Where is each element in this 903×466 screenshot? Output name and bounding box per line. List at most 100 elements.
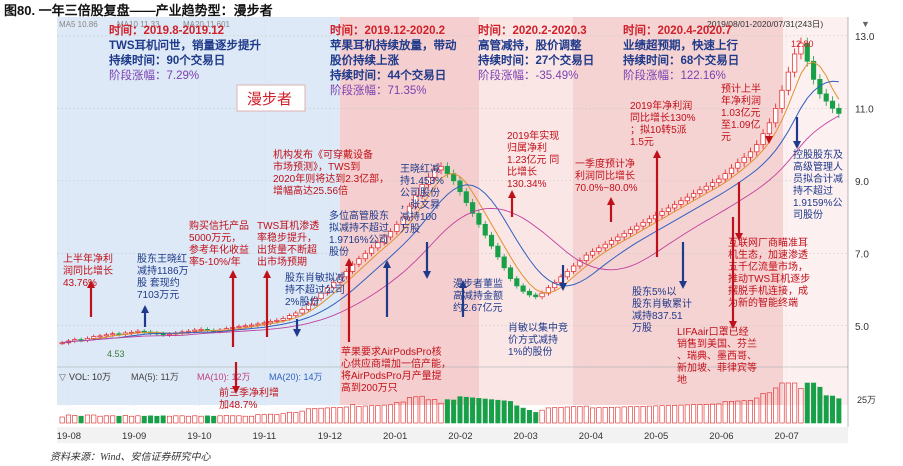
annotation-17-line-1: 股东5%以 — [632, 285, 676, 298]
x-tick-label-2: 19-10 — [187, 431, 211, 442]
annotation-18-line-3: 、瑞典、墨西哥、 — [677, 349, 757, 362]
candle-body-43 — [331, 281, 337, 289]
stage-band-1 — [57, 17, 340, 405]
volume-bar-60 — [438, 402, 444, 424]
candle-body-50 — [375, 242, 381, 249]
candle-body-47 — [356, 258, 362, 265]
volume-bar-62 — [451, 399, 457, 424]
candle-body-78 — [552, 281, 558, 289]
start-price-label: 4.53 — [107, 349, 125, 359]
arrow-head-9 — [459, 280, 467, 288]
volume-bar-112 — [766, 392, 772, 424]
candle-body-122 — [829, 100, 836, 109]
annotation-9-line-3: 公司股份 — [400, 187, 440, 199]
volume-bar-85 — [596, 407, 602, 424]
candle-body-117 — [798, 42, 804, 55]
candle-body-76 — [539, 292, 545, 298]
volume-bar-107 — [735, 400, 741, 424]
volume-bar-94 — [653, 405, 659, 424]
annotation-18-line-1: LIFAair口罩已经 — [677, 325, 749, 338]
candle-body-33 — [267, 321, 274, 324]
volume-bar-123 — [836, 398, 842, 424]
volume-bar-82 — [577, 406, 583, 424]
stage-4-gain: 阶段涨幅：122.16% — [623, 68, 726, 82]
range-dropdown-icon[interactable]: ▼ — [861, 19, 870, 29]
volume-bar-50 — [375, 405, 381, 424]
candle-body-48 — [362, 252, 368, 260]
volume-bar-80 — [564, 406, 570, 424]
volume-bar-84 — [590, 407, 596, 424]
volume-bar-47 — [356, 405, 362, 424]
arrow-head-14 — [679, 281, 687, 289]
volume-bar-40 — [312, 408, 318, 424]
candle-body-104 — [716, 178, 722, 183]
candle-body-97 — [672, 204, 678, 209]
candle-body-55 — [406, 205, 413, 218]
volume-bar-87 — [609, 406, 615, 424]
volume-bar-103 — [710, 403, 716, 424]
candle-body-0 — [59, 342, 65, 345]
candle-body-111 — [760, 133, 766, 145]
ma10-legend: MA10 11.33 — [117, 20, 160, 29]
annotation-16-line-4: 至1.09亿 — [721, 118, 760, 131]
annotation-4: 前三季净利增 加48.7% — [219, 386, 279, 411]
annotation-13: 肖敏以集中竞 价方式减持 1%的股份 — [508, 321, 568, 358]
annotation-11-line-4: 比增长 — [507, 165, 537, 178]
volume-bar-44 — [337, 406, 343, 424]
annotation-1: 上半年净利 润同比增长 43.76% — [63, 252, 113, 289]
candle-body-101 — [697, 189, 703, 194]
candle-body-46 — [350, 263, 356, 272]
candle-body-93 — [646, 218, 652, 223]
x-tick-label-10: 20-06 — [709, 431, 733, 442]
candle-body-80 — [564, 271, 570, 278]
arrow-head-8 — [423, 271, 431, 279]
candle-body-41 — [318, 292, 324, 299]
annotation-5-line-3: 出货量不断超 — [257, 243, 317, 256]
volume-bar-95 — [659, 405, 665, 424]
ma-line-10 — [62, 80, 839, 344]
volume-bar-104 — [716, 403, 722, 424]
annotation-2: 股东王晓红 减持1186万 股 套现约 7103万元 — [137, 252, 189, 301]
volume-bar-93 — [646, 405, 652, 424]
annotation-5-line-1: TWS耳机渗透 — [257, 219, 319, 232]
stage-4-desc: 业绩超预期，快速上行 — [623, 38, 738, 52]
volume-bar-74 — [526, 409, 532, 424]
arrow-head-13 — [653, 150, 661, 158]
candle-body-83 — [583, 254, 589, 261]
annotation-2-line-1: 股东王晓红 — [137, 252, 187, 265]
annotation-13-line-2: 价方式减持 — [508, 333, 558, 346]
annotation-20-line-3: 五千亿流量市场， — [728, 260, 808, 273]
volume-bar-22 — [198, 415, 204, 424]
vol-ma5-legend: MA(5): 11万 — [131, 372, 179, 382]
annotation-8: 多位高管股东 拟减持不超过 1.9716%公司 股份 — [329, 209, 389, 258]
candle-body-35 — [280, 318, 286, 321]
candle-body-105 — [722, 173, 728, 180]
volume-bar-26 — [223, 415, 229, 424]
annotation-20-line-4: 推动TWS耳机逐步 — [728, 272, 810, 285]
annotation-14-line-1: 一季度预计净 — [575, 157, 635, 170]
arrow-head-18 — [735, 233, 743, 241]
volume-bar-23 — [204, 415, 210, 424]
volume-bar-17 — [166, 415, 173, 424]
volume-bar-90 — [627, 406, 633, 424]
volume-bar-69 — [495, 399, 501, 424]
volume-bar-34 — [274, 414, 280, 424]
vol-ma10-legend: MA(10): 12万 — [197, 372, 251, 382]
annotation-14-line-3: 70.0%~80.0% — [575, 183, 638, 194]
candle-body-82 — [577, 260, 583, 267]
candle-body-88 — [615, 236, 621, 241]
volume-bar-29 — [242, 415, 248, 424]
volume-bar-52 — [388, 404, 394, 424]
annotation-19-line-6: 司股份 — [793, 209, 823, 221]
candle-body-21 — [192, 329, 198, 332]
arrow-head-1 — [141, 305, 149, 313]
annotation-16-line-3: 1.03亿元 — [721, 106, 760, 119]
candle-body-40 — [312, 298, 318, 305]
volume-bar-15 — [154, 415, 160, 424]
annotation-7-line-2: 市场预测》，TWS到 — [273, 160, 360, 173]
candle-body-57 — [419, 184, 425, 196]
y-tick-label-0: 13.0 — [855, 32, 875, 43]
candle-body-69 — [495, 245, 501, 258]
candle-body-84 — [590, 251, 596, 256]
peak-price-label: 12.80 — [791, 39, 814, 49]
